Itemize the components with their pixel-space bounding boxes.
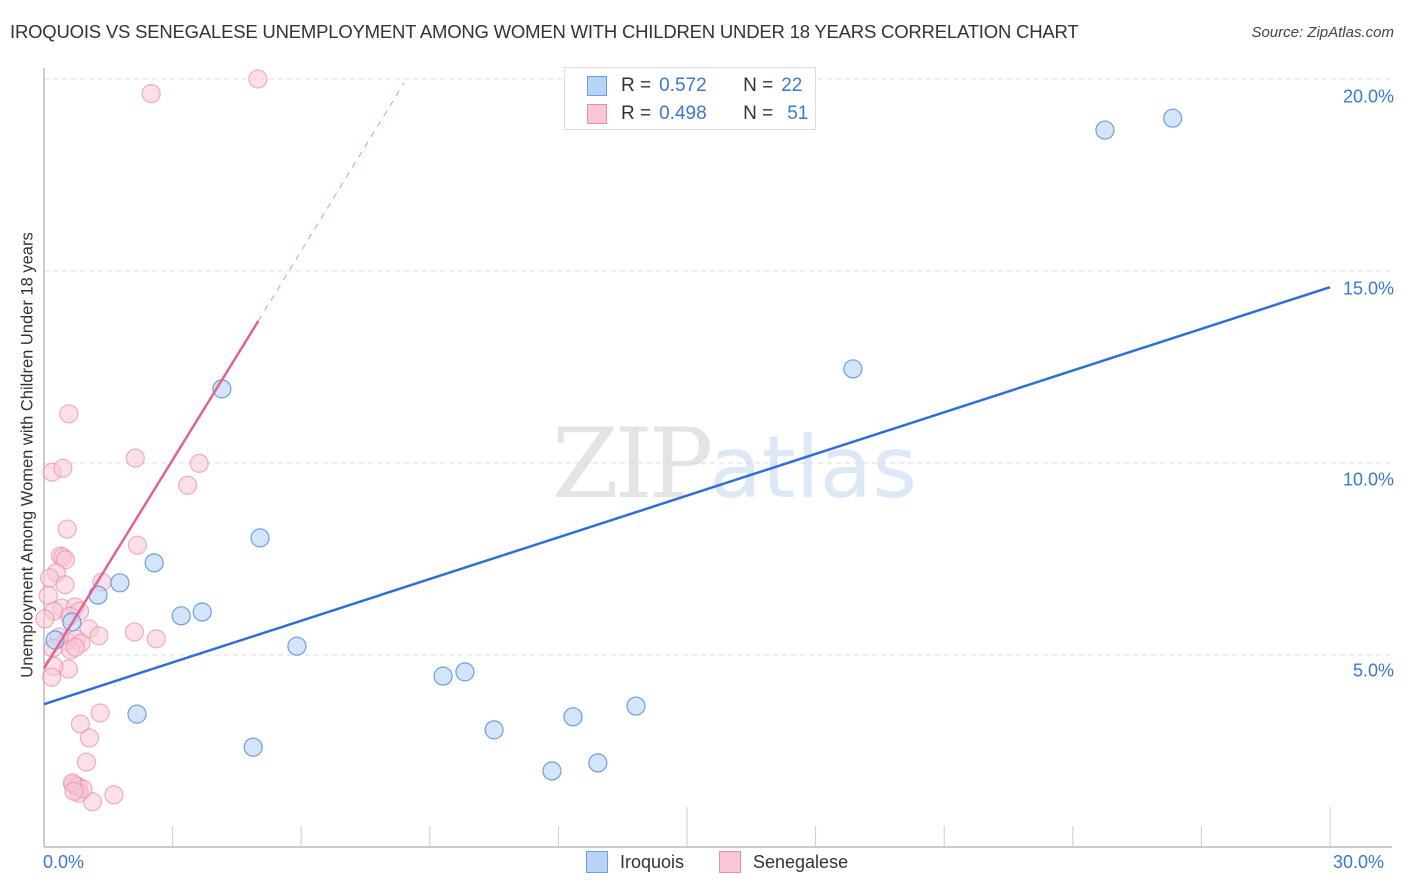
- senegalese-swatch: [587, 104, 607, 124]
- senegalese-point: [89, 626, 109, 646]
- senegalese-point: [35, 609, 55, 629]
- y-tick-10: 10.0%: [1342, 469, 1394, 490]
- iroquois-point: [287, 636, 307, 656]
- chart-title: IROQUOIS VS SENEGALESE UNEMPLOYMENT AMON…: [10, 21, 1079, 42]
- senegalese-point: [70, 714, 91, 734]
- iroquois-point: [127, 704, 147, 724]
- iroquois-point: [110, 573, 130, 593]
- iroquois-point: [144, 553, 164, 573]
- x-tick-0: 0.0%: [43, 852, 85, 872]
- x-tick-30: 30.0%: [1333, 852, 1385, 872]
- y-axis-label: Unemployment Among Women with Children U…: [18, 232, 37, 678]
- senegalese-point: [124, 622, 145, 642]
- senegalese-point: [42, 667, 62, 687]
- legend-row-iroquois: R = 0.572 N = 22: [587, 74, 802, 98]
- senegalese-point: [59, 404, 79, 424]
- senegalese-point: [76, 752, 97, 772]
- senegalese-point: [55, 575, 75, 595]
- bottom-legend-iroquois: Iroquois: [586, 851, 684, 873]
- senegalese-trend-extension: [257, 82, 405, 322]
- iroquois-point: [563, 707, 583, 727]
- senegalese-point: [104, 785, 124, 805]
- senegalese-point: [90, 703, 110, 723]
- senegalese-point: [178, 475, 198, 495]
- iroquois-point: [626, 696, 646, 716]
- iroquois-point: [1095, 120, 1115, 140]
- senegalese-point: [141, 83, 161, 104]
- source-label: Source: ZipAtlas.com: [1251, 24, 1394, 41]
- iroquois-point: [542, 761, 562, 781]
- iroquois-point: [250, 528, 270, 548]
- senegalese-points: [35, 69, 268, 812]
- senegalese-point: [79, 728, 100, 748]
- legend-row-senegalese: R = 0.498 N = 51: [587, 102, 808, 126]
- iroquois-trend-line: [43, 285, 1331, 706]
- senegalese-n-value: 51: [787, 103, 809, 124]
- iroquois-point: [484, 720, 504, 740]
- iroquois-point: [433, 666, 453, 686]
- iroquois-point: [1163, 108, 1183, 128]
- iroquois-swatch: [586, 851, 608, 873]
- senegalese-point: [248, 69, 268, 89]
- senegalese-point: [125, 448, 145, 468]
- senegalese-point: [65, 637, 85, 657]
- senegalese-trend-line: [42, 320, 260, 670]
- gridlines: [44, 78, 1392, 656]
- iroquois-r-value: 0.572: [659, 75, 707, 96]
- iroquois-point: [171, 606, 191, 626]
- senegalese-point: [57, 519, 77, 539]
- y-tick-5: 5.0%: [1352, 660, 1394, 681]
- trend-lines: [42, 82, 1331, 706]
- senegalese-swatch: [719, 851, 741, 873]
- iroquois-point: [243, 737, 263, 757]
- bottom-legend-senegalese: Senegalese: [719, 851, 848, 873]
- iroquois-point: [455, 662, 475, 682]
- y-tick-15: 15.0%: [1342, 278, 1394, 299]
- senegalese-r-value: 0.498: [659, 103, 707, 124]
- y-tick-20: 20.0%: [1342, 86, 1394, 107]
- iroquois-n-value: 22: [781, 75, 803, 96]
- iroquois-point: [843, 359, 863, 379]
- iroquois-swatch: [587, 76, 607, 96]
- senegalese-point: [146, 629, 166, 649]
- iroquois-points: [45, 108, 1183, 781]
- axes: [43, 68, 1392, 848]
- senegalese-point: [127, 535, 148, 555]
- correlation-legend: R = 0.572 N = 22 R = 0.498 N = 51: [564, 67, 816, 130]
- iroquois-point: [192, 602, 212, 622]
- senegalese-point: [55, 550, 76, 570]
- iroquois-point: [588, 753, 608, 773]
- senegalese-point: [64, 781, 84, 801]
- senegalese-point: [189, 453, 209, 473]
- senegalese-point: [53, 458, 73, 478]
